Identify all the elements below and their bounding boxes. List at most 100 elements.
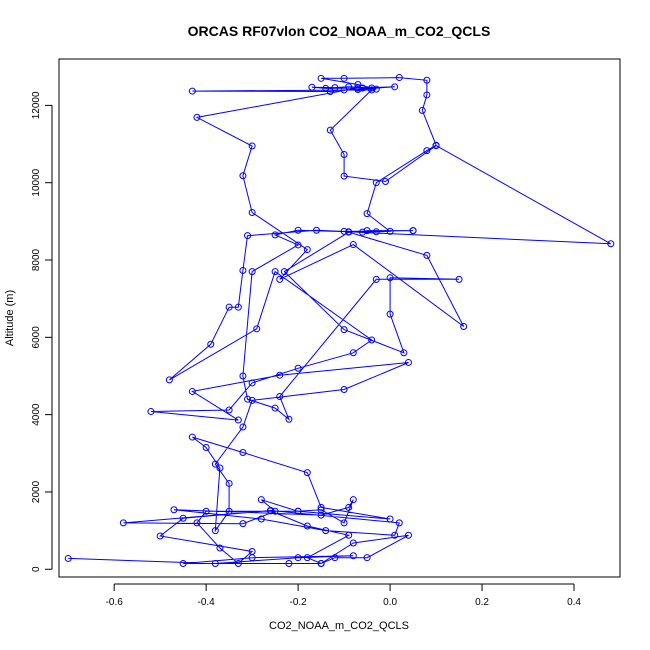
data-point (248, 379, 256, 387)
x-axis: -0.6 -0.4 -0.2 0.0 0.2 0.4 (106, 583, 581, 608)
data-point (267, 507, 275, 515)
data-point (119, 519, 127, 527)
data-point (331, 84, 339, 92)
data-point (395, 519, 403, 527)
data-point (216, 544, 224, 552)
data-point (345, 531, 353, 539)
data-point (225, 303, 233, 311)
data-point (460, 323, 468, 331)
data-point (239, 520, 247, 528)
y-tick-label: 6000 (31, 326, 42, 349)
data-point (276, 392, 284, 400)
data-point (248, 208, 256, 216)
data-point (423, 76, 431, 84)
data-point (303, 469, 311, 477)
data-point (404, 531, 412, 539)
y-tick-label: 12000 (31, 91, 42, 119)
data-point (363, 554, 371, 562)
data-point (317, 559, 325, 567)
data-point (271, 231, 279, 239)
data-point (313, 226, 321, 234)
data-point (607, 240, 615, 248)
data-point (253, 325, 261, 333)
data-point (280, 268, 288, 276)
data-point (257, 515, 265, 523)
data-point (271, 268, 279, 276)
data-point (386, 310, 394, 318)
data-point (386, 274, 394, 282)
x-tick-label: -0.6 (106, 597, 124, 608)
series-line (68, 77, 612, 565)
data-point (211, 559, 219, 567)
series-layer (64, 74, 615, 567)
data-point (358, 84, 366, 92)
data-point (294, 226, 302, 234)
data-point (349, 496, 357, 504)
y-axis-label: Altitude (m) (4, 290, 16, 346)
data-point (391, 83, 399, 91)
data-point (345, 503, 353, 511)
data-point (372, 228, 380, 236)
x-tick-label: 0.0 (383, 597, 397, 608)
data-point (303, 554, 311, 562)
data-point (147, 408, 155, 416)
y-tick-label: 10000 (31, 168, 42, 196)
data-point (207, 340, 215, 348)
data-point (234, 559, 242, 567)
data-point (225, 479, 233, 487)
data-point (317, 511, 325, 519)
plot-frame (58, 58, 621, 578)
data-point (368, 86, 376, 94)
data-point (225, 507, 233, 515)
data-point (340, 172, 348, 180)
data-point (193, 113, 201, 121)
x-tick-label: 0.2 (475, 597, 489, 608)
data-point (423, 251, 431, 259)
y-axis: 0 2000 4000 6000 8000 10000 12000 (31, 91, 53, 572)
data-point (276, 371, 284, 379)
chart-title: ORCAS RF07vlon CO2_NOAA_m_CO2_QCLS (188, 23, 491, 39)
data-point (294, 241, 302, 249)
data-point (165, 376, 173, 384)
data-point (276, 275, 284, 283)
x-tick-label: -0.4 (198, 597, 216, 608)
data-point (248, 268, 256, 276)
data-point (322, 527, 330, 535)
data-point (294, 507, 302, 515)
data-point (308, 83, 316, 91)
data-point (239, 266, 247, 274)
y-tick-label: 0 (31, 566, 42, 572)
data-point (179, 559, 187, 567)
data-point (303, 246, 311, 254)
data-point (64, 554, 72, 562)
data-point (239, 423, 247, 431)
data-point (193, 519, 201, 527)
data-point (257, 496, 265, 504)
data-point (248, 547, 256, 555)
data-point (225, 406, 233, 414)
data-point (340, 227, 348, 235)
data-point (331, 554, 339, 562)
data-point (271, 404, 279, 412)
data-point (340, 86, 348, 94)
data-point (317, 74, 325, 82)
data-point (188, 387, 196, 395)
data-point (423, 147, 431, 155)
data-point (326, 126, 334, 134)
y-tick-label: 8000 (31, 248, 42, 271)
data-point (349, 539, 357, 547)
data-point (372, 275, 380, 283)
data-point (386, 515, 394, 523)
data-point (368, 84, 376, 92)
x-tick-label: 0.4 (567, 597, 581, 608)
data-point (340, 326, 348, 334)
data-point (349, 241, 357, 249)
data-point (340, 74, 348, 82)
data-point (202, 444, 210, 451)
data-point (202, 507, 210, 515)
data-point (294, 554, 302, 562)
data-point (349, 552, 357, 560)
data-point (455, 275, 463, 283)
data-point (340, 150, 348, 158)
data-point (358, 228, 366, 236)
